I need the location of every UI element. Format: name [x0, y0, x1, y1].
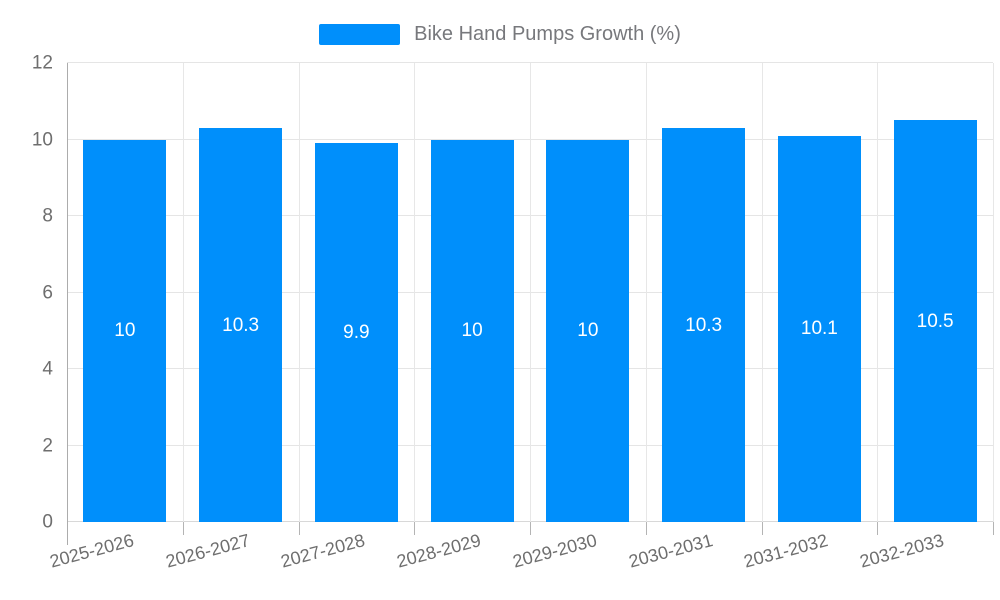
- y-tick-label: 4: [42, 358, 53, 380]
- bar[interactable]: 10.1: [777, 135, 861, 522]
- x-tick-label: 2032-2033: [857, 530, 947, 572]
- legend-label: Bike Hand Pumps Growth (%): [414, 23, 681, 45]
- x-tick-label: 2026-2027: [163, 530, 252, 572]
- y-tick-label: 8: [42, 205, 53, 227]
- bar[interactable]: 10: [546, 139, 630, 522]
- bar-value-label: 10: [461, 320, 483, 342]
- bar-value-label: 10.3: [685, 314, 723, 336]
- bar-value-label: 9.9: [343, 322, 370, 344]
- gridline-vertical: [877, 63, 879, 522]
- gridline-vertical: [182, 63, 184, 522]
- bar-value-label: 10: [577, 320, 599, 342]
- gridline-vertical: [645, 63, 647, 522]
- x-tick-label: 2031-2032: [741, 530, 831, 572]
- y-tick-label: 2: [42, 435, 53, 456]
- x-tick-label: 2030-2031: [626, 530, 715, 572]
- x-tick-label: 2025-2026: [47, 530, 136, 572]
- x-tick-label: 2029-2030: [510, 530, 599, 572]
- x-axis-tick-mark: [645, 522, 647, 535]
- bar-value-label: 10.3: [222, 314, 260, 336]
- x-axis-tick-mark: [761, 522, 763, 535]
- bar-value-label: 10.5: [916, 310, 954, 332]
- x-axis-tick-mark: [993, 522, 994, 535]
- x-tick-label: 2028-2029: [394, 530, 484, 572]
- gridline-vertical: [298, 63, 300, 522]
- bar[interactable]: 10.3: [199, 128, 283, 522]
- gridline-horizontal: [67, 62, 993, 63]
- bar[interactable]: 10.3: [662, 128, 746, 522]
- y-tick-label: 0: [42, 511, 53, 533]
- x-axis-tick-mark: [298, 522, 300, 535]
- x-axis-tick-mark: [414, 522, 416, 535]
- gridline-vertical: [761, 63, 763, 522]
- y-axis-line: [67, 63, 68, 545]
- x-axis-tick-mark: [182, 522, 184, 535]
- bar[interactable]: 10: [430, 139, 514, 522]
- x-axis-tick-mark: [530, 522, 531, 535]
- y-tick-label: 12: [31, 52, 53, 74]
- bar[interactable]: 10: [83, 139, 167, 522]
- x-axis-tick-mark: [877, 522, 879, 535]
- legend-swatch-icon: [319, 23, 401, 45]
- gridline-vertical: [530, 63, 531, 522]
- y-tick-label: 6: [42, 282, 53, 303]
- bar[interactable]: 9.9: [314, 143, 398, 522]
- bar-value-label: 10.1: [800, 318, 838, 340]
- y-tick-label: 10: [31, 129, 53, 150]
- bar-value-label: 10: [114, 320, 136, 342]
- x-tick-label: 2027-2028: [278, 530, 368, 572]
- bar[interactable]: 10.5: [893, 120, 977, 522]
- chart-legend[interactable]: Bike Hand Pumps Growth (%): [0, 18, 1000, 50]
- plot-area: 0 2 4 6 8 10 12 10 10.3 9.9 10 10 10.3 10.1 10.5 2025-2…: [32, 54, 994, 572]
- gridline-vertical: [414, 63, 416, 522]
- gridline-vertical: [993, 63, 994, 522]
